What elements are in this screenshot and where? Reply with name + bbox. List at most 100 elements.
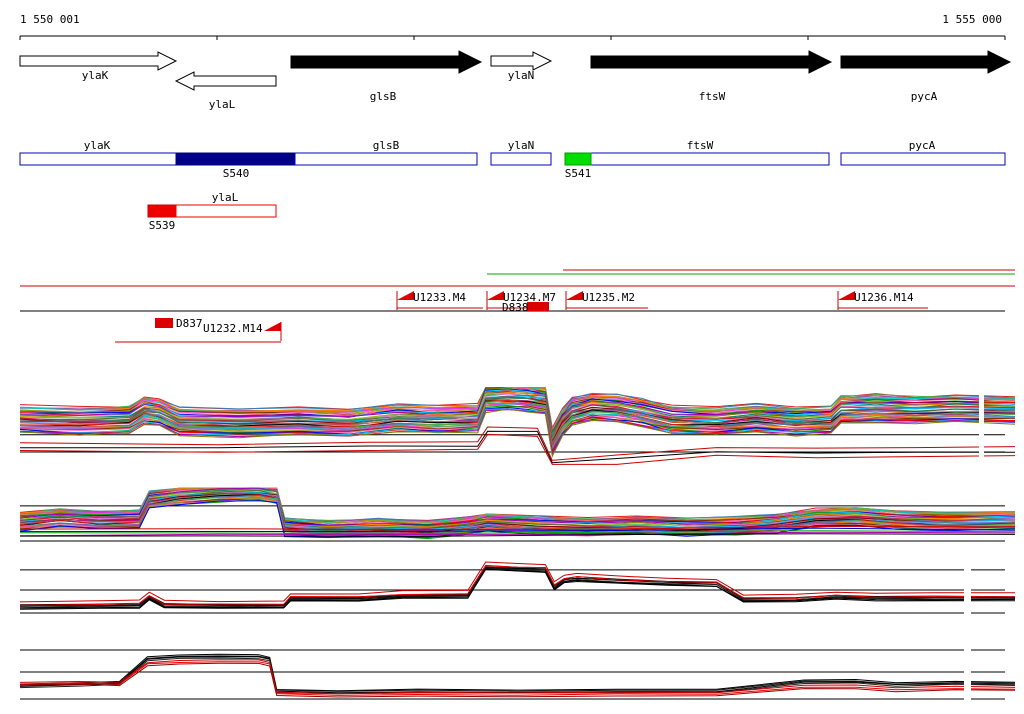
profile-line xyxy=(19,525,1016,531)
segment-label-ylaK: ylaK xyxy=(84,139,111,152)
gene-arrow-pycA[interactable] xyxy=(840,50,1012,74)
segment-label-glsB: glsB xyxy=(373,139,400,152)
gene-arrow-glsB[interactable] xyxy=(290,50,483,74)
segment-ylaL[interactable]: ylaL xyxy=(175,191,277,218)
segment-label-ftsW: ftsW xyxy=(687,139,714,152)
gene-track: ylaK ylaL glsB ylaN ftsW pycA xyxy=(19,50,1012,111)
expression-panel-2 xyxy=(19,487,1016,542)
profile-line xyxy=(19,657,1016,695)
gene-ylaK[interactable]: ylaK xyxy=(19,51,178,82)
profile-line xyxy=(19,530,1016,535)
segment-label-pycA: pycA xyxy=(909,139,936,152)
segment-box-S541[interactable] xyxy=(564,152,592,166)
gene-pycA[interactable]: pycA xyxy=(840,50,1012,103)
segment-glsB[interactable]: glsB xyxy=(294,139,478,166)
probe-box-D838[interactable]: D838 xyxy=(502,301,549,314)
probe-flag-label: U1236.M14 xyxy=(854,291,914,304)
gene-label-ylaK: ylaK xyxy=(82,69,109,82)
segment-box-ylaL[interactable] xyxy=(175,204,277,218)
profile-line xyxy=(19,568,1016,609)
panel-gap-bar xyxy=(964,562,971,624)
profile-line xyxy=(19,656,1016,694)
probe-flag-U1232.M14[interactable]: U1232.M14 xyxy=(203,322,282,341)
gene-arrow-ylaN[interactable] xyxy=(490,51,553,71)
segment-S539[interactable]: S539 xyxy=(147,204,177,232)
gene-ylaL[interactable]: ylaL xyxy=(174,71,277,111)
ruler-end-label: 1 555 000 xyxy=(942,13,1002,26)
segment-ylaN[interactable]: ylaN xyxy=(490,139,552,166)
probe-flag-label: U1235.M2 xyxy=(582,291,635,304)
gene-arrow-ftsW[interactable] xyxy=(590,50,833,74)
segment-label-ylaN: ylaN xyxy=(508,139,535,152)
gene-label-ftsW: ftsW xyxy=(699,90,726,103)
flag-icon xyxy=(264,322,281,331)
gene-label-ylaL: ylaL xyxy=(209,98,236,111)
flag-icon xyxy=(397,291,414,300)
probe-track: U1233.M4 U1234.M7 U1235.M2 U1236.M14 U1232.M… xyxy=(20,269,1015,343)
probe-flag-label: U1234.M7 xyxy=(503,291,556,304)
segment-box-ylaN[interactable] xyxy=(490,152,552,166)
segment-label-S540: S540 xyxy=(223,167,250,180)
segment-pycA[interactable]: pycA xyxy=(840,139,1006,166)
expression-panel-1 xyxy=(19,387,1016,465)
profile-line xyxy=(19,531,1016,537)
profile-line xyxy=(19,527,1016,533)
probe-box-rect xyxy=(155,318,173,328)
panel-gap-bar xyxy=(964,644,971,703)
gene-ylaN[interactable]: ylaN xyxy=(490,51,553,82)
segment-S541[interactable]: S541 xyxy=(564,152,592,180)
probe-box-rect xyxy=(527,302,549,311)
gene-arrow-ylaL[interactable] xyxy=(174,71,277,91)
segment-box-S539[interactable] xyxy=(147,204,177,218)
flag-icon xyxy=(487,291,504,300)
profile-line xyxy=(19,430,1016,464)
expression-panel-4 xyxy=(19,644,1016,703)
segment-box-pycA[interactable] xyxy=(840,152,1006,166)
segment-box-ylaK[interactable] xyxy=(19,152,177,166)
profile-line xyxy=(19,568,1016,610)
expression-panel-3 xyxy=(19,561,1016,624)
segment-box-ftsW[interactable] xyxy=(564,152,830,166)
probe-flag-U1233.M4[interactable]: U1233.M4 xyxy=(396,291,466,310)
segment-label-S541: S541 xyxy=(565,167,592,180)
gene-arrow-ylaK[interactable] xyxy=(19,51,178,71)
gene-label-pycA: pycA xyxy=(911,90,938,103)
segment-S540[interactable]: S540 xyxy=(175,152,296,180)
profile-line xyxy=(19,567,1015,609)
probe-box-label: D838 xyxy=(502,301,529,314)
profile-line xyxy=(19,533,1016,537)
profile-line xyxy=(19,561,1015,603)
profile-line xyxy=(19,565,1016,606)
segment-box-S540[interactable] xyxy=(175,152,296,166)
profile-line xyxy=(19,491,1016,530)
segment-ftsW[interactable]: ftsW xyxy=(564,139,830,166)
segment-box-glsB[interactable] xyxy=(294,152,478,166)
probe-flag-U1236.M14[interactable]: U1236.M14 xyxy=(837,291,914,310)
profile-line xyxy=(19,426,1016,461)
ruler-axis xyxy=(19,35,1006,40)
flag-icon xyxy=(566,291,583,300)
segment-label-S539: S539 xyxy=(149,219,176,232)
gene-ftsW[interactable]: ftsW xyxy=(590,50,833,103)
gene-label-ylaN: ylaN xyxy=(508,69,535,82)
segment-track: ylaK S540 glsB ylaN ftsW S541 pycA S539 ylaL xyxy=(19,139,1006,232)
flag-icon xyxy=(838,291,855,300)
gene-glsB[interactable]: glsB xyxy=(290,50,483,103)
probe-flag-label: U1233.M4 xyxy=(413,291,466,304)
probe-box-D837[interactable]: D837 xyxy=(155,317,203,330)
profile-line xyxy=(19,662,1016,698)
gene-label-glsB: glsB xyxy=(370,90,397,103)
probe-flag-U1234.M7[interactable]: U1234.M7 xyxy=(486,291,556,310)
ruler-start-label: 1 550 001 xyxy=(20,13,80,26)
probe-flag-U1235.M2[interactable]: U1235.M2 xyxy=(565,291,635,310)
probe-flag-label: U1232.M14 xyxy=(203,322,263,335)
profile-line xyxy=(19,655,1016,692)
profile-line xyxy=(19,408,1016,458)
profile-line xyxy=(19,661,1016,696)
segment-ylaK[interactable]: ylaK xyxy=(19,139,177,166)
probe-box-label: D837 xyxy=(176,317,203,330)
profile-line xyxy=(19,433,1016,465)
profile-line xyxy=(19,659,1016,695)
